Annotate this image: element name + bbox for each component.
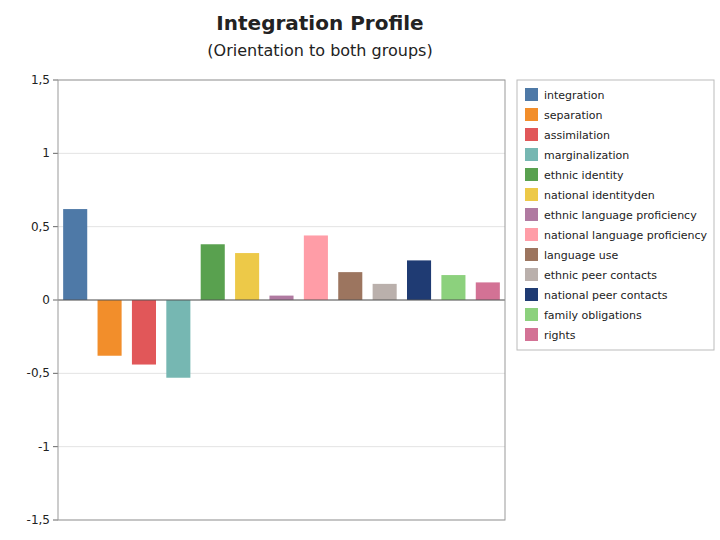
chart-container: Integration Profile (Orientation to both … xyxy=(0,0,720,540)
legend-label: family obligations xyxy=(544,309,642,322)
bar xyxy=(132,300,156,365)
tick-label: 0 xyxy=(42,293,50,307)
legend-label: ethnic identity xyxy=(544,169,624,182)
legend-swatch xyxy=(525,288,538,301)
grid-line xyxy=(58,373,505,374)
grid-line xyxy=(58,300,505,301)
tick-label: 0,5 xyxy=(31,220,50,234)
legend-label: integration xyxy=(544,89,604,102)
legend-swatch xyxy=(525,148,538,161)
bar xyxy=(338,272,362,300)
legend-label: ethnic language proficiency xyxy=(544,209,697,222)
legend: integration separation assimilation margina… xyxy=(517,80,714,350)
tick-mark xyxy=(53,373,58,374)
grid-line xyxy=(58,446,505,447)
chart-subtitle: (Orientation to both groups) xyxy=(207,41,432,60)
tick-label: -1 xyxy=(38,440,50,454)
bar xyxy=(201,244,225,300)
grid-line xyxy=(58,153,505,154)
bar xyxy=(441,275,465,300)
legend-swatch xyxy=(525,268,538,281)
tick-label: 1,5 xyxy=(31,73,50,87)
legend-swatch xyxy=(525,328,538,341)
tick-mark xyxy=(53,226,58,227)
grid-line xyxy=(58,226,505,227)
legend-label: national language proficiency xyxy=(544,229,708,242)
legend-swatch xyxy=(525,188,538,201)
legend-frame xyxy=(517,80,714,350)
legend-label: assimilation xyxy=(544,129,610,142)
tick-label: 1 xyxy=(42,146,50,160)
tick-mark xyxy=(53,80,58,81)
legend-swatch xyxy=(525,88,538,101)
bar xyxy=(98,300,122,356)
bars xyxy=(63,209,500,378)
plot-frame xyxy=(58,80,505,520)
legend-label: rights xyxy=(544,329,576,342)
tick-mark xyxy=(53,520,58,521)
y-axis: -1,5 -1 -0,5 0 0,5 1 1,5 xyxy=(27,73,505,527)
bar xyxy=(304,235,328,300)
legend-swatch xyxy=(525,128,538,141)
tick-label: -0,5 xyxy=(27,366,50,380)
legend-label: language use xyxy=(544,249,618,262)
legend-swatch xyxy=(525,248,538,261)
legend-swatch xyxy=(525,228,538,241)
bar xyxy=(269,296,293,300)
zero-line xyxy=(58,300,505,301)
legend-swatch xyxy=(525,308,538,321)
bar xyxy=(235,253,259,300)
tick-mark xyxy=(53,300,58,301)
legend-label: ethnic peer contacts xyxy=(544,269,657,282)
bar xyxy=(373,284,397,300)
legend-label: separation xyxy=(544,109,603,122)
legend-swatch xyxy=(525,208,538,221)
legend-swatch xyxy=(525,108,538,121)
bar xyxy=(63,209,87,300)
bar xyxy=(166,300,190,378)
legend-label: national identityden xyxy=(544,189,655,202)
tick-label: -1,5 xyxy=(27,513,50,527)
tick-mark xyxy=(53,153,58,154)
chart-svg: Integration Profile (Orientation to both … xyxy=(0,0,720,540)
bar xyxy=(407,260,431,300)
legend-label: national peer contacts xyxy=(544,289,668,302)
chart-title: Integration Profile xyxy=(216,11,423,35)
tick-mark xyxy=(53,446,58,447)
legend-swatch xyxy=(525,168,538,181)
legend-label: marginalization xyxy=(544,149,629,162)
bar xyxy=(476,282,500,300)
